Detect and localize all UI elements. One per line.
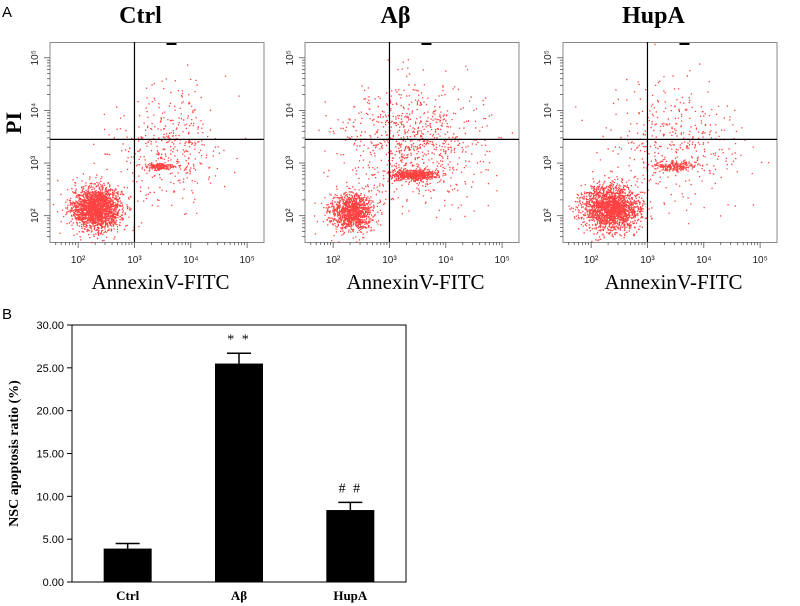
y-tick-label: 10³ bbox=[543, 155, 554, 170]
panel-a-label: A bbox=[2, 4, 13, 21]
significance-marker: * * bbox=[227, 332, 251, 347]
bar-category-label: Ctrl bbox=[116, 588, 139, 603]
y-tick-label: 10⁴ bbox=[30, 103, 41, 118]
y-tick-label: 10⁵ bbox=[285, 50, 296, 65]
x-tick-label: 10³ bbox=[382, 255, 397, 266]
event-cloud bbox=[52, 64, 247, 244]
apoptosis-bar-chart: 0.00 5.00 10.00 15.00 20.00 25.00 30.00 NSC apo… bbox=[7, 320, 407, 603]
x-tick-label: 10⁵ bbox=[494, 255, 509, 266]
y-tick-label: 10² bbox=[285, 208, 296, 223]
x-tick-label: 10³ bbox=[640, 255, 655, 266]
y-tick-label: 10³ bbox=[30, 155, 41, 170]
x-tick-label: 10⁴ bbox=[696, 255, 711, 266]
bar-y-tick-label: 30.00 bbox=[36, 320, 64, 332]
flow-plot-title-hupa: HupA bbox=[622, 3, 685, 29]
plot-frame bbox=[562, 42, 778, 243]
flow-x-axis-title-hupa: AnnexinV-FITC bbox=[604, 270, 743, 294]
bar-y-tick-label: 15.00 bbox=[36, 449, 64, 461]
y-tick-label: 10² bbox=[30, 208, 41, 223]
bar-0 bbox=[103, 548, 152, 582]
bar-y-tick-label: 25.00 bbox=[36, 363, 64, 375]
event-dots bbox=[568, 43, 770, 243]
bar-category-label: Aβ bbox=[231, 588, 247, 603]
bar-y-tick-label: 20.00 bbox=[36, 406, 64, 418]
bar-y-tick-label: 10.00 bbox=[36, 491, 64, 503]
event-dots bbox=[52, 64, 247, 244]
significance-marker: # # bbox=[339, 481, 363, 496]
x-tick-label: 10² bbox=[71, 255, 86, 266]
bar-1 bbox=[215, 363, 263, 582]
panel-b-label: B bbox=[2, 306, 13, 323]
y-tick-label: 10³ bbox=[285, 155, 296, 170]
y-tick-label: 10² bbox=[543, 208, 554, 223]
flow-plot-abeta: 10² 10³ 10⁴ 10⁵ 10² 10³ 10⁴ 10⁵ bbox=[285, 42, 520, 266]
y-tick-label: 10⁴ bbox=[543, 103, 554, 118]
flow-plot-title-abeta: Aβ bbox=[380, 3, 411, 29]
event-dots bbox=[313, 59, 514, 243]
x-tick-label: 10⁴ bbox=[438, 255, 453, 266]
plot-frame bbox=[49, 42, 265, 243]
event-cloud bbox=[313, 59, 514, 243]
x-tick-label: 10² bbox=[584, 255, 599, 266]
x-tick-label: 10⁵ bbox=[752, 255, 767, 266]
bar-category-label: HupA bbox=[333, 588, 368, 603]
x-tick-label: 10³ bbox=[127, 255, 142, 266]
flow-plot-ctrl: 10² 10³ 10⁴ 10⁵ 10² 10³ 10⁴ 10⁵ bbox=[30, 42, 265, 266]
event-cloud bbox=[568, 43, 770, 243]
flow-plot-hupa: 10² 10³ 10⁴ 10⁵ 10² 10³ 10⁴ 10⁵ bbox=[543, 42, 778, 266]
y-tick-label: 10⁴ bbox=[285, 103, 296, 118]
x-tick-label: 10⁴ bbox=[183, 255, 198, 266]
y-tick-label: 10⁵ bbox=[543, 50, 554, 65]
x-tick-label: 10⁵ bbox=[239, 255, 254, 266]
bar-y-axis-title: NSC apoptosis ratio (%) bbox=[7, 380, 22, 527]
bar-y-tick-label: 5.00 bbox=[43, 534, 64, 546]
flow-x-axis-title-ctrl: AnnexinV-FITC bbox=[91, 270, 230, 294]
flow-x-axis-title-abeta: AnnexinV-FITC bbox=[346, 270, 485, 294]
x-tick-label: 10² bbox=[326, 255, 341, 266]
flow-plot-title-ctrl: Ctrl bbox=[119, 3, 162, 29]
bar-y-tick-label: 0.00 bbox=[43, 577, 64, 589]
y-tick-label: 10⁵ bbox=[30, 50, 41, 65]
bar-2 bbox=[326, 510, 375, 582]
plot-frame bbox=[304, 42, 520, 243]
